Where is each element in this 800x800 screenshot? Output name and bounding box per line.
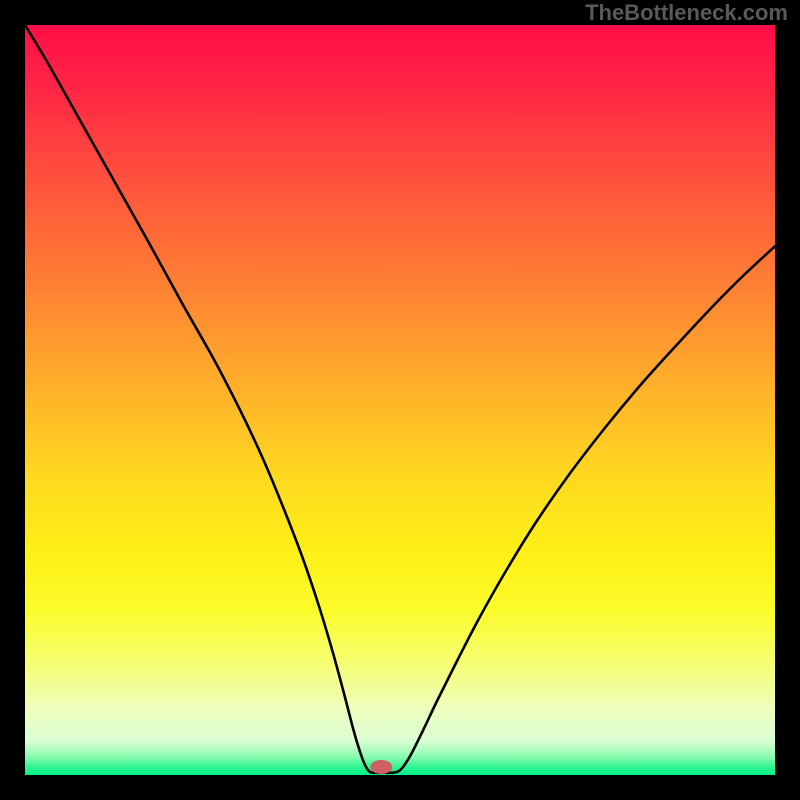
curve-layer — [25, 25, 775, 775]
watermark-text: TheBottleneck.com — [585, 0, 788, 26]
plot-area — [25, 25, 775, 775]
bottleneck-curve — [25, 25, 775, 773]
optimum-marker — [370, 760, 392, 774]
